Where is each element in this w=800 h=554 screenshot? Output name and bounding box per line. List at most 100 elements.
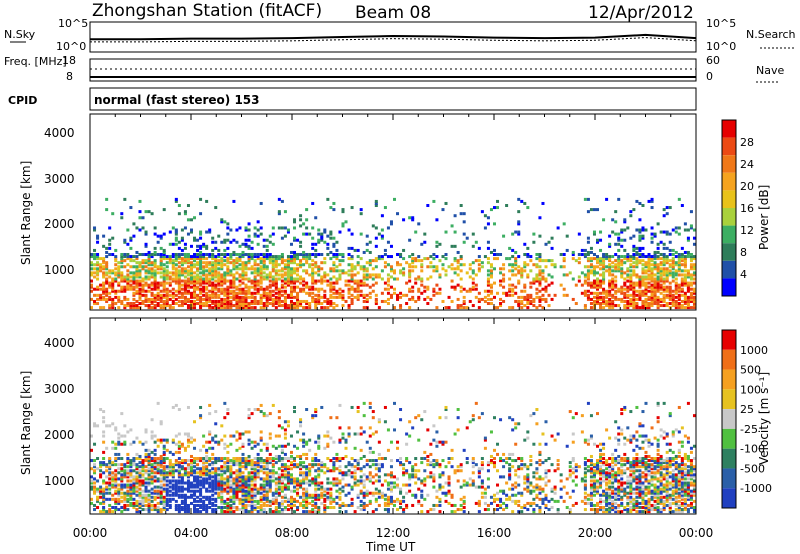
scatter-cell — [174, 293, 178, 297]
scatter-cell — [238, 487, 242, 491]
scatter-cell — [692, 277, 696, 281]
scatter-cell — [338, 277, 342, 281]
velocity-panel: 4000 3000 2000 1000 Slant Range [km] — [19, 317, 697, 515]
scatter-cell — [632, 257, 636, 261]
scatter-cell — [102, 491, 106, 495]
scatter-cell — [217, 457, 221, 461]
scatter-cell — [505, 257, 509, 261]
scatter-cell — [623, 271, 627, 275]
scatter-cell — [132, 281, 136, 285]
scatter-cell — [96, 263, 100, 267]
scatter-cell — [671, 297, 675, 301]
scatter-cell — [241, 261, 245, 265]
scatter-cell — [577, 275, 581, 279]
scatter-cell — [220, 289, 224, 293]
scatter-cell — [277, 197, 281, 201]
scatter-cell — [259, 297, 263, 301]
scatter-cell — [602, 306, 606, 310]
scatter-cell — [538, 273, 542, 277]
scatter-cell — [226, 465, 230, 469]
scatter-cell — [129, 285, 133, 289]
scatter-cell — [202, 304, 206, 308]
scatter-cell — [262, 306, 266, 310]
scatter-cell — [205, 304, 209, 308]
scatter-cell — [177, 287, 181, 291]
scatter-cell — [320, 469, 324, 473]
scatter-cell — [280, 257, 284, 261]
scatter-cell — [220, 467, 224, 471]
scatter-cell — [93, 471, 97, 475]
scatter-cell — [241, 483, 245, 487]
scatter-cell — [189, 467, 193, 471]
scatter-cell — [159, 304, 163, 308]
scatter-cell — [286, 459, 290, 463]
scatter-cell — [241, 271, 245, 275]
scatter-cell — [223, 465, 227, 469]
scatter-cell — [329, 257, 333, 261]
scatter-cell — [414, 277, 418, 281]
scatter-cell — [232, 253, 236, 257]
scatter-cell — [665, 269, 669, 273]
scatter-cell — [692, 297, 696, 301]
scatter-cell — [250, 299, 254, 303]
scatter-cell — [147, 306, 151, 310]
scatter-cell — [299, 302, 303, 306]
scatter-cell — [235, 493, 239, 497]
scatter-cell — [674, 306, 678, 310]
scatter-cell — [241, 503, 245, 507]
scatter-cell — [638, 259, 642, 263]
scatter-cell — [477, 267, 481, 271]
scatter-cell — [223, 499, 227, 503]
scatter-cell — [196, 475, 200, 479]
scatter-cell — [208, 306, 212, 310]
scatter-cell — [162, 489, 166, 493]
scatter-cell — [186, 475, 190, 479]
scatter-cell — [271, 269, 275, 273]
scatter-cell — [111, 253, 115, 257]
scatter-cell — [193, 479, 197, 483]
scatter-cell — [432, 253, 436, 257]
scatter-cell — [193, 265, 197, 269]
scatter-cell — [102, 440, 106, 444]
nsearch-label: N.Search — [746, 28, 796, 41]
scatter-cell — [205, 489, 209, 493]
scatter-cell — [450, 285, 454, 289]
scatter-cell — [226, 479, 230, 483]
scatter-cell — [235, 287, 239, 291]
scatter-cell — [138, 271, 142, 275]
scatter-cell — [150, 283, 154, 287]
scatter-cell — [299, 259, 303, 263]
scatter-cell — [356, 287, 360, 291]
scatter-cell — [647, 263, 651, 267]
scatter-cell — [93, 469, 97, 473]
scatter-cell — [147, 299, 151, 303]
scatter-cell — [147, 263, 151, 267]
scatter-cell — [208, 446, 212, 450]
scatter-cell — [177, 289, 181, 293]
scatter-cell — [90, 448, 93, 452]
scatter-cell — [302, 465, 306, 469]
scatter-cell — [147, 501, 151, 505]
scatter-cell — [629, 269, 633, 273]
scatter-cell — [138, 495, 142, 499]
scatter-cell — [317, 506, 321, 510]
scatter-cell — [235, 295, 239, 299]
scatter-cell — [417, 289, 421, 293]
scatter-cell — [283, 473, 287, 477]
scatter-cell — [168, 479, 172, 483]
scatter-cell — [96, 302, 100, 306]
scatter-cell — [186, 279, 190, 283]
scatter-cell — [305, 257, 309, 261]
scatter-cell — [674, 230, 678, 234]
scatter-cell — [141, 259, 145, 263]
scatter-cell — [599, 257, 603, 261]
scatter-cell — [586, 259, 590, 263]
scatter-cell — [677, 257, 681, 261]
scatter-cell — [117, 489, 121, 493]
scatter-cell — [193, 293, 197, 297]
scatter-cell — [532, 281, 536, 285]
scatter-cell — [132, 265, 136, 269]
scatter-cell — [296, 273, 300, 277]
scatter-cell — [174, 279, 178, 283]
scatter-cell — [692, 302, 696, 306]
